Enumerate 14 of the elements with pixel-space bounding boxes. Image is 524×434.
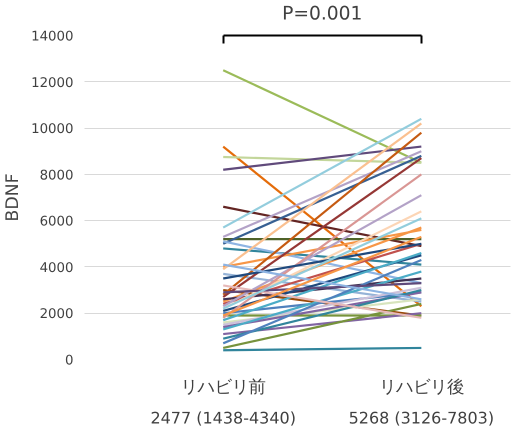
y-tick-label: 12000 [31, 76, 74, 91]
x-tick-label: リハビリ前 [180, 378, 266, 398]
y-tick-label: 10000 [31, 122, 74, 138]
y-tick-label: 2000 [40, 307, 74, 322]
y-tick-label: 4000 [40, 260, 74, 276]
y-tick-label: 6000 [40, 214, 74, 230]
text: 2477 (1438-4340) [150, 408, 296, 428]
text: P=0.001 [282, 4, 362, 24]
y-axis-title: BDNF [3, 173, 24, 222]
y-tick-label: 8000 [40, 168, 74, 184]
y-tick-label: 0 [65, 354, 74, 368]
y-tick-label: 14000 [31, 30, 74, 44]
text: 5268 (3126-7803) [348, 408, 494, 428]
x-tick-label: リハビリ後 [378, 378, 464, 398]
